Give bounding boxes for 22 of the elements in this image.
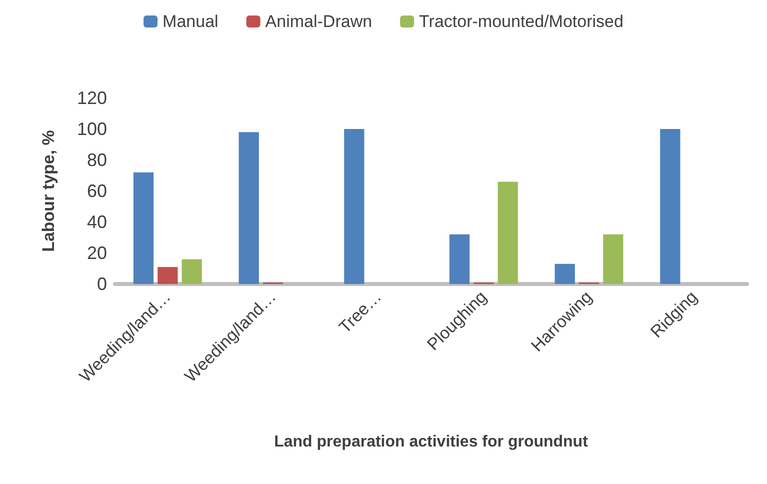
y-tick-label: 60 xyxy=(86,181,107,201)
bar xyxy=(238,132,259,284)
bar xyxy=(603,234,624,284)
y-tick-label: 80 xyxy=(86,150,107,170)
bar xyxy=(498,182,518,284)
legend-label: Animal-Drawn xyxy=(265,12,372,31)
y-tick-label: 100 xyxy=(76,119,107,139)
bar xyxy=(133,172,154,284)
bar xyxy=(182,259,202,284)
x-axis-title: Land preparation activities for groundnut xyxy=(274,434,589,450)
y-tick-label: 120 xyxy=(76,88,107,108)
bar xyxy=(449,234,470,284)
legend-label: Tractor-mounted/Motorised xyxy=(419,12,624,31)
y-tick-label: 0 xyxy=(96,274,107,294)
bar xyxy=(554,264,575,284)
y-tick-label: 20 xyxy=(86,243,107,263)
bar xyxy=(158,266,178,284)
y-tick-label: 40 xyxy=(86,212,107,232)
y-axis-title: Labour type, % xyxy=(39,130,58,252)
bar xyxy=(344,129,364,284)
legend-label: Manual xyxy=(162,12,218,31)
bar xyxy=(660,129,680,284)
